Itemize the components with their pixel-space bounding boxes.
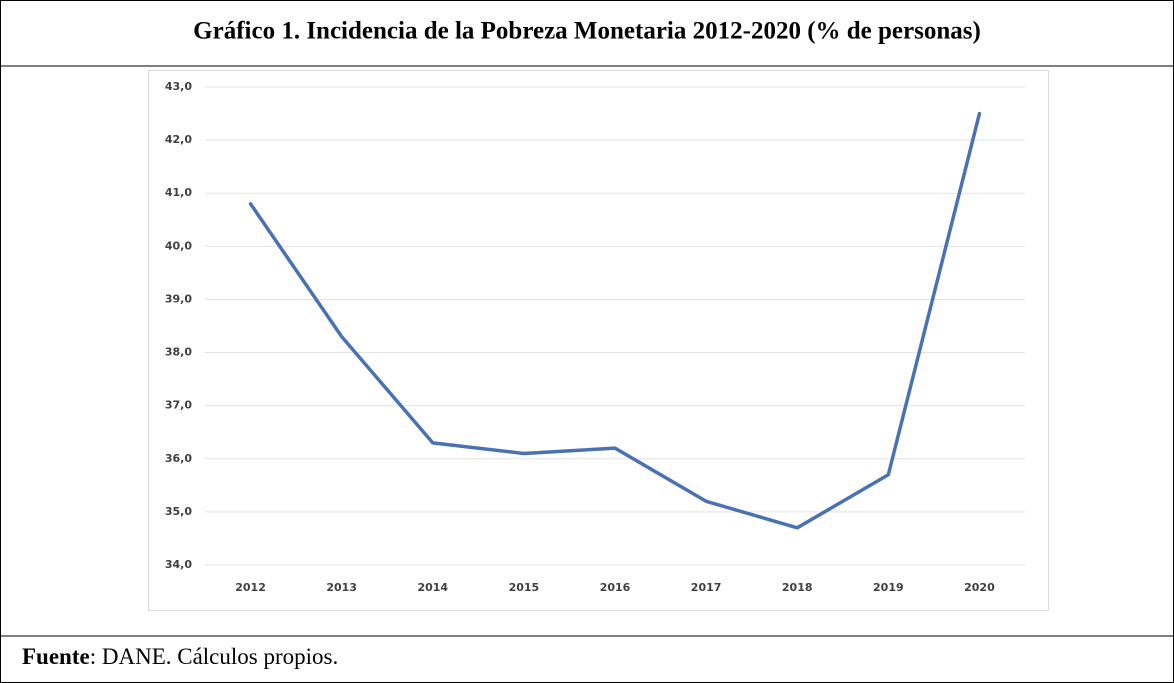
y-tick-label: 43,0: [165, 80, 192, 93]
y-tick-label: 34,0: [165, 558, 192, 571]
y-tick-label: 40,0: [165, 239, 192, 252]
y-tick-label: 35,0: [165, 505, 192, 518]
chart-area: [148, 70, 1049, 611]
x-tick-label: 2015: [509, 581, 540, 594]
y-tick-label: 42,0: [165, 133, 192, 146]
source-text: : DANE. Cálculos propios.: [90, 644, 339, 669]
y-tick-label: 36,0: [165, 452, 192, 465]
x-tick-label: 2016: [600, 581, 631, 594]
x-tick-label: 2012: [235, 581, 266, 594]
title: Gráfico 1. Incidencia de la Pobreza Mone…: [193, 18, 981, 45]
x-tick-label: 2018: [782, 581, 813, 594]
x-tick-label: 2019: [873, 581, 904, 594]
x-tick-label: 2017: [691, 581, 722, 594]
x-tick-label: 2013: [326, 581, 357, 594]
x-tick-label: 2014: [417, 581, 448, 594]
y-tick-label: 37,0: [165, 399, 192, 412]
x-tick-label: 2020: [964, 581, 995, 594]
source-label: Fuente: [22, 644, 90, 669]
y-tick-label: 39,0: [165, 292, 192, 305]
line: [248, 111, 982, 530]
y-tick-label: 38,0: [165, 346, 192, 359]
source: Fuente: DANE. Cálculos propios.: [22, 644, 338, 669]
y-tick-label: 41,0: [165, 186, 192, 199]
